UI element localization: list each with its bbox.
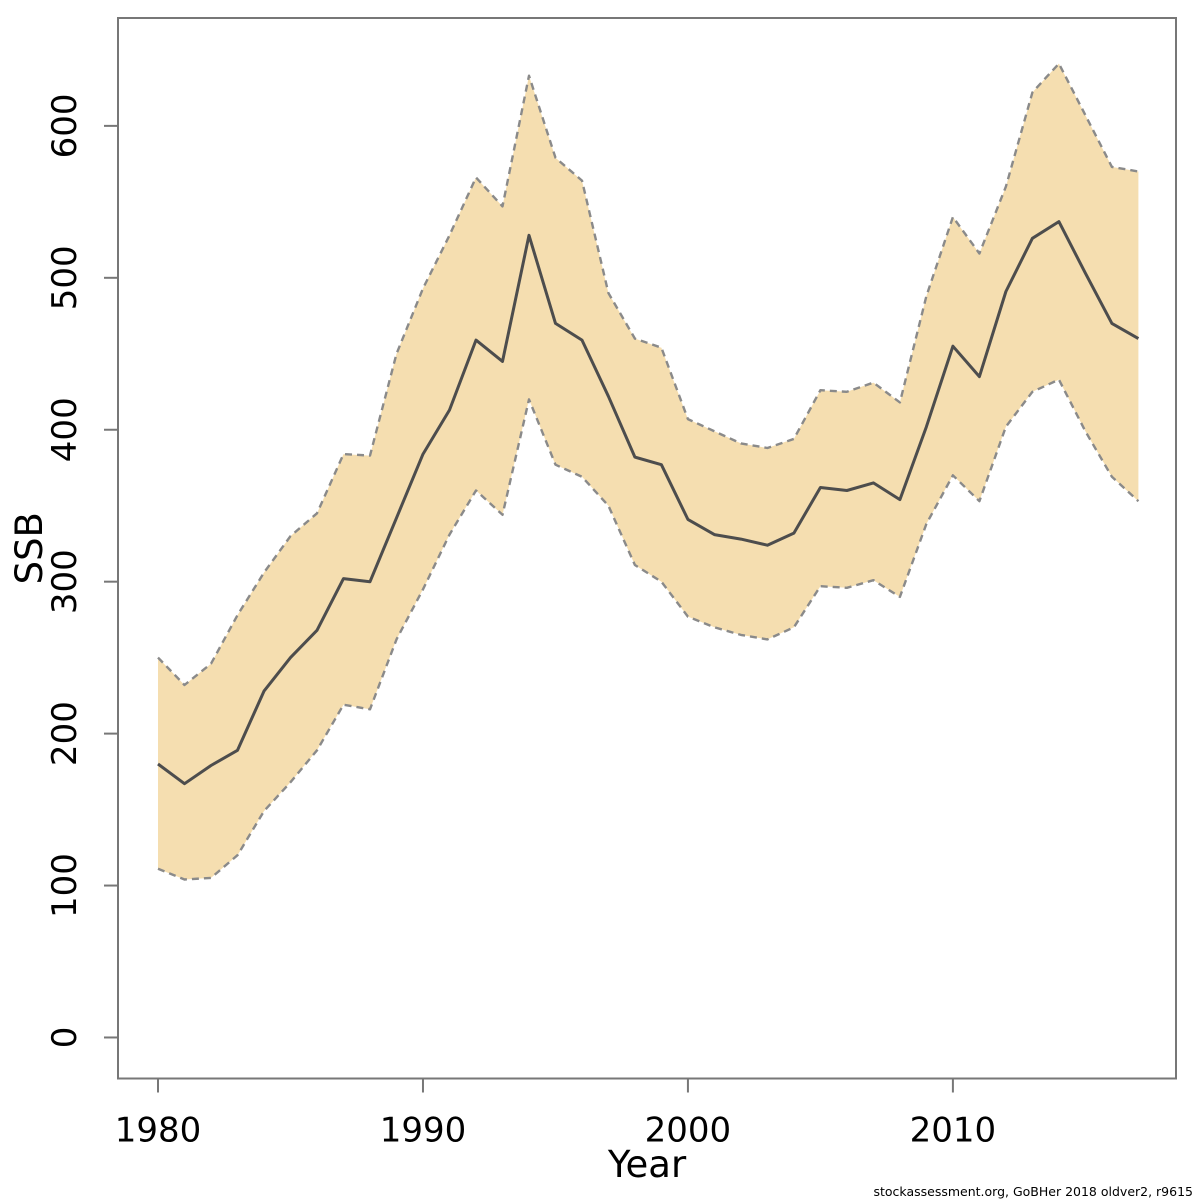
confidence-band [158,63,1139,880]
x-tick-label: 2000 [645,1111,732,1151]
x-tick-label: 1990 [380,1111,467,1151]
confidence-upper-dashed-line [157,62,1139,687]
y-tick-label: 400 [45,397,85,462]
y-tick-label: 500 [45,245,85,310]
x-axis-title: Year [607,1143,687,1186]
plot-box [117,17,1177,1080]
credit-text: stockassessment.org, GoBHer 2018 oldver2… [874,1184,1194,1199]
confidence-lower-dashed-line [157,378,1140,881]
y-tick-label: 600 [45,93,85,158]
y-tick-label: 0 [45,1027,85,1049]
x-tick-label: 1980 [115,1111,202,1151]
ssb-estimate-line [157,220,1140,786]
y-tick-label: 100 [45,853,85,918]
x-tick-label: 2010 [910,1111,997,1151]
y-axis-title: SSB [8,512,51,584]
x-axis: 1980 1990 2000 2010 [115,1078,997,1151]
y-axis: 0 100 200 300 400 500 600 [45,93,118,1048]
y-tick-label: 300 [45,549,85,614]
y-tick-label: 200 [45,701,85,766]
